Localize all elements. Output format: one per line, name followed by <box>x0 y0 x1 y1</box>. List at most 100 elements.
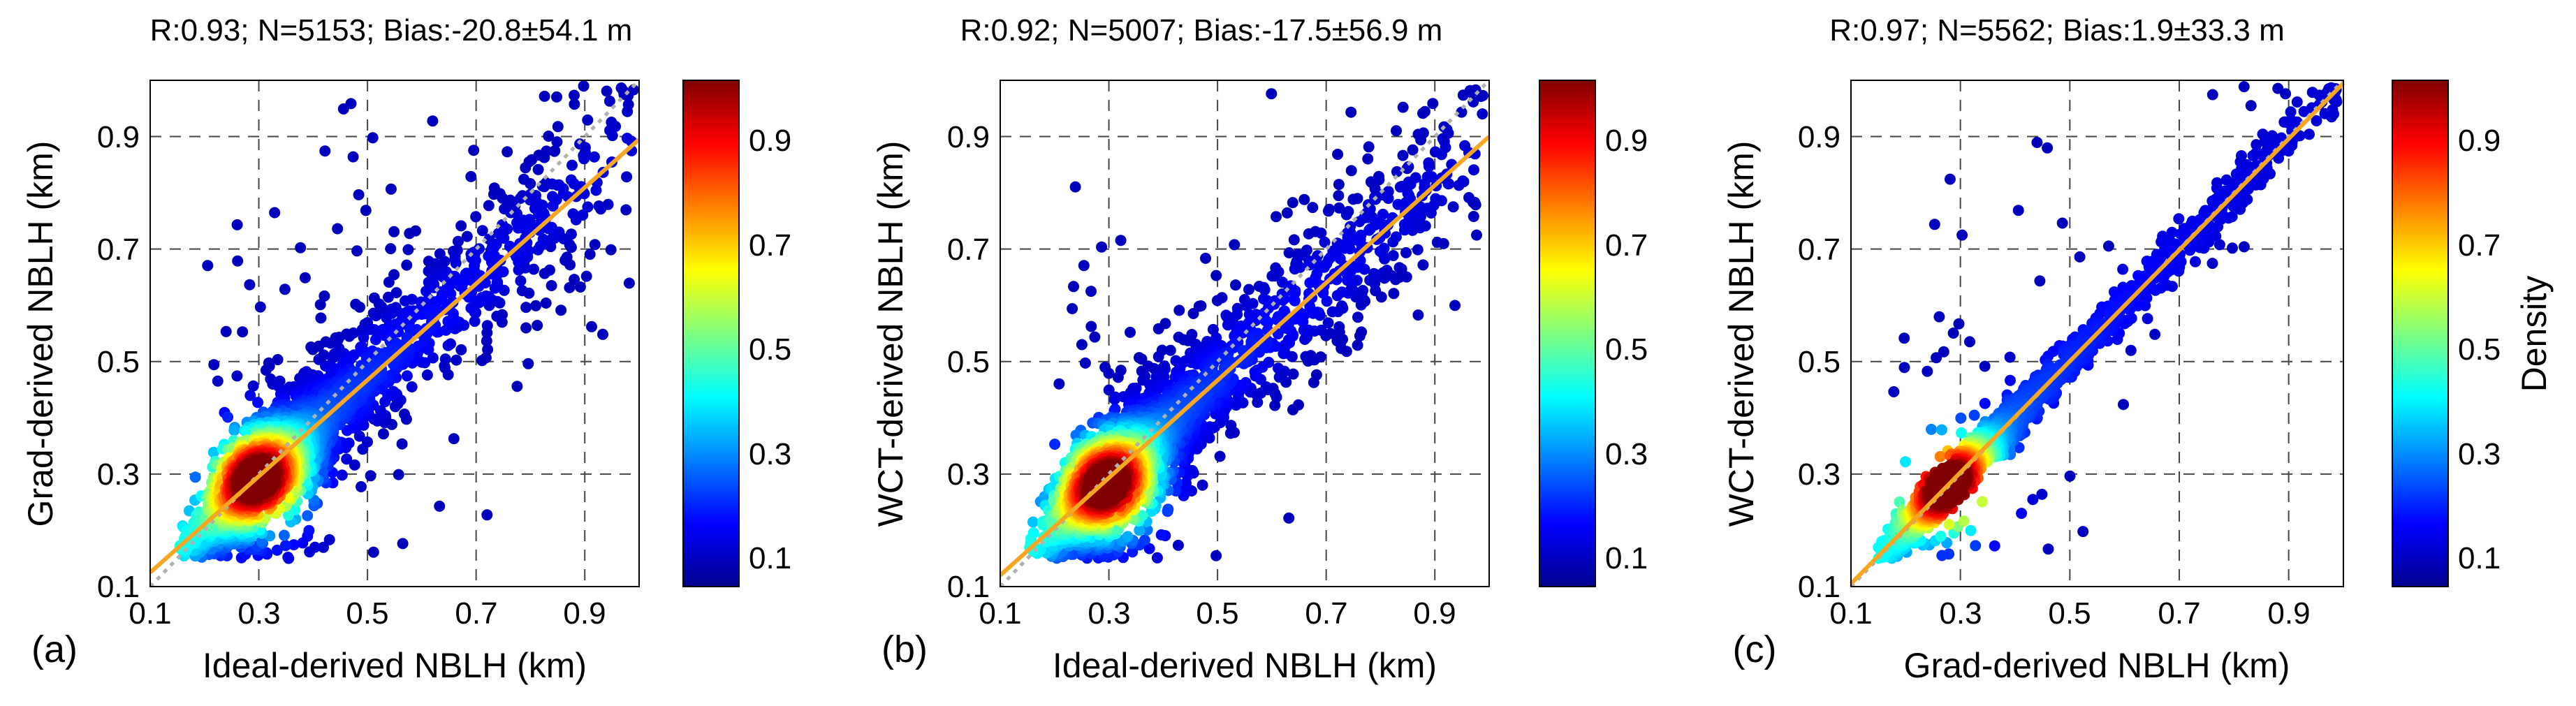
panel-a-point <box>381 312 393 323</box>
panel-b-point <box>1397 101 1409 113</box>
panel-a-point <box>539 90 550 102</box>
panel-a-point <box>385 183 397 195</box>
panel-a-point <box>564 281 576 293</box>
panel-a-point <box>406 293 418 305</box>
panel-b-point <box>1187 308 1199 319</box>
panel-a-point <box>511 381 523 392</box>
panel-b-point <box>1125 326 1136 338</box>
panel-a-point <box>465 170 477 182</box>
panel-a-cbtick-1: 0.1 <box>749 541 791 575</box>
panel-a-point <box>427 115 439 127</box>
panel-a-point <box>569 274 580 286</box>
panel-a-point <box>241 426 252 437</box>
panel-a-point <box>406 381 418 392</box>
panel-a-point <box>498 233 510 244</box>
panel-b-point <box>1216 292 1228 304</box>
panel-b-point <box>1449 300 1461 311</box>
panel-a-point <box>543 131 555 142</box>
panel-a-xtick-4: 0.7 <box>455 596 497 631</box>
panel-a-y-label: Grad-derived NBLH (km) <box>21 141 60 527</box>
panel-a-point <box>279 540 291 552</box>
panel-b-point <box>1340 209 1352 221</box>
panel-a-point <box>252 485 264 497</box>
panel-a-ytick-2: 0.3 <box>97 457 140 492</box>
panel-b-point <box>1430 193 1442 205</box>
panel-b-point <box>1412 244 1424 256</box>
panel-b-point <box>1172 539 1184 551</box>
panel-a-title: R:0.93; N=5153; Bias:-20.8±54.1 m <box>150 13 633 47</box>
panel-a-point <box>269 207 281 219</box>
panel-a-ytick-5: 0.9 <box>97 120 140 154</box>
panel-a-point <box>578 153 590 165</box>
panel-a-x-label: Ideal-derived NBLH (km) <box>203 646 587 685</box>
panel-b-point <box>1164 344 1176 356</box>
panel-a-point <box>353 430 365 442</box>
panel-b-point <box>1356 326 1368 338</box>
panel-a-point <box>356 481 367 492</box>
panel-a-point <box>410 225 421 237</box>
panel-a-point <box>455 220 467 232</box>
panel-a-point <box>231 219 243 230</box>
panel-a-point <box>442 339 454 351</box>
panel-b-point <box>1152 351 1164 362</box>
panel-a-ytick-3: 0.5 <box>97 345 140 379</box>
panel-b-point <box>1162 503 1174 515</box>
panel-a-point <box>610 121 622 132</box>
panel-a-point <box>288 539 300 551</box>
panel-a-point <box>601 85 613 97</box>
panel-b-point <box>1271 211 1282 223</box>
panel-a-point <box>207 446 219 458</box>
panel-a-colorbar-gradient <box>682 80 740 587</box>
panel-a-x-ticks: 0.1 0.3 0.5 0.7 0.9 <box>129 596 606 631</box>
panel-b-point <box>1287 404 1298 415</box>
panel-a-point <box>555 304 567 316</box>
panel-a-point <box>516 285 528 297</box>
panel-b-point <box>1247 297 1259 309</box>
panel-a-point <box>256 536 268 547</box>
panel-a-point <box>388 226 400 237</box>
panel-a-cbtick-2: 0.3 <box>749 437 791 471</box>
panel-a-point <box>228 425 240 436</box>
panel-b-point <box>1115 235 1127 247</box>
panel-a-colorbar: 0.1 0.3 0.5 0.7 0.9 <box>682 80 791 587</box>
panel-a-point <box>561 251 573 263</box>
panel-b-point <box>1139 534 1150 546</box>
panel-b-point <box>1415 134 1427 146</box>
panel-a-points <box>174 80 639 564</box>
panel-b-point <box>1322 317 1334 329</box>
panel-b-point <box>1375 246 1386 257</box>
panel-a-point <box>582 114 594 126</box>
panel-a-point <box>314 299 326 311</box>
panel-b-point <box>1076 339 1088 351</box>
panel-b-point <box>1397 149 1409 161</box>
panel-a-point <box>470 211 482 223</box>
panel-b-point <box>1210 270 1222 281</box>
panel-b-point <box>1412 309 1424 321</box>
panel-a-point <box>439 256 451 267</box>
panel-b-point <box>1471 229 1482 241</box>
panel-a-point <box>483 200 495 212</box>
panel-a-point <box>302 510 314 522</box>
panel-a-point <box>318 541 329 553</box>
panel-a-cbtick-4: 0.7 <box>749 228 791 263</box>
panel-b-point <box>1214 450 1226 462</box>
panel-a-point <box>370 310 382 322</box>
panel-b-point <box>1210 550 1222 561</box>
panel-a-point <box>231 370 243 382</box>
panel-a-point <box>528 263 540 275</box>
panel-a-point <box>481 509 493 521</box>
panel-a-point <box>546 233 557 245</box>
panel-b-point <box>1331 290 1343 302</box>
panel-a-point <box>402 244 414 256</box>
panel-a-point <box>532 163 544 175</box>
panel-a-point <box>254 301 266 313</box>
panel-a-point <box>605 244 617 256</box>
panel-b-point <box>1027 516 1039 528</box>
panel-a-point <box>208 359 220 371</box>
panel-a-point <box>530 300 542 311</box>
panel-a-point <box>551 91 562 103</box>
panel-a-point <box>547 200 559 212</box>
panel-a-point <box>299 272 311 284</box>
panel-a-point <box>341 453 353 465</box>
panel-a-point <box>247 380 259 392</box>
